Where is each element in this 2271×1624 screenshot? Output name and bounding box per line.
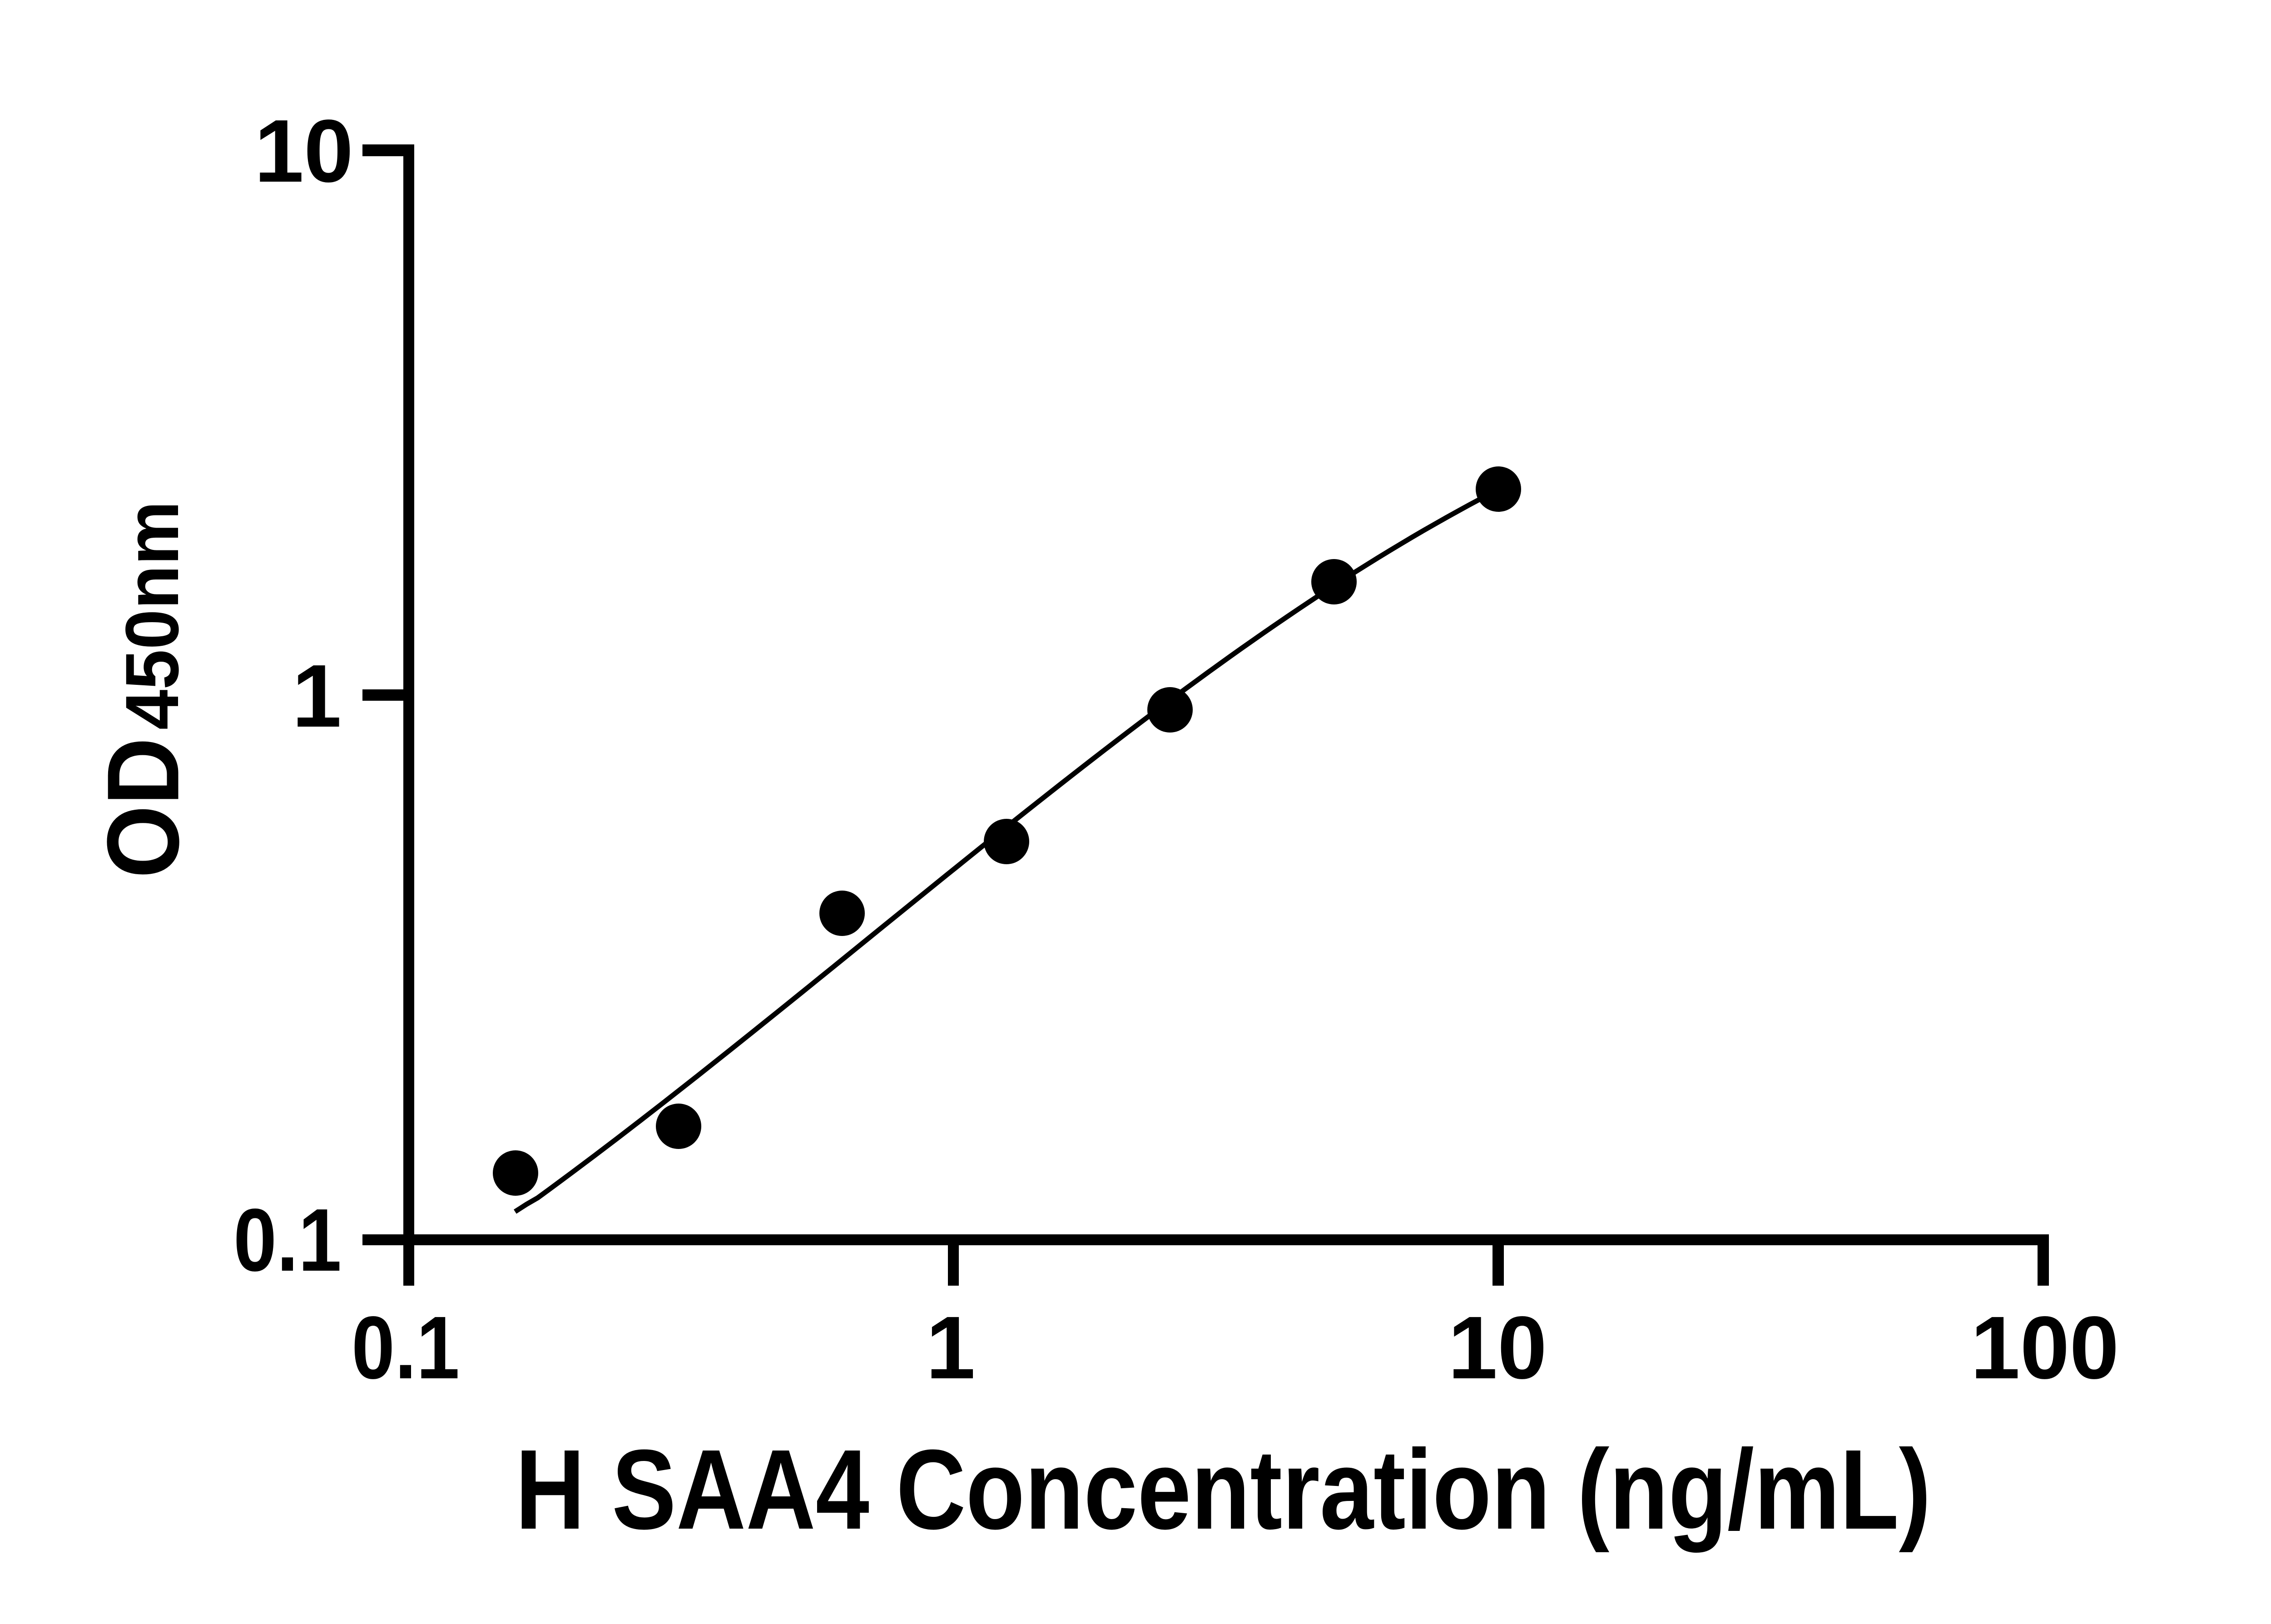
svg-text:OD: OD [86, 738, 200, 878]
svg-text:0.1: 0.1 [233, 1190, 342, 1290]
svg-text:10: 10 [254, 101, 353, 201]
svg-text:1: 1 [926, 1298, 975, 1397]
svg-text:H SAA4 Concentration (ng/mL): H SAA4 Concentration (ng/mL) [516, 1426, 1931, 1553]
svg-text:1: 1 [292, 646, 342, 746]
svg-text:450nm: 450nm [110, 501, 194, 730]
svg-text:10: 10 [1448, 1298, 1547, 1397]
svg-text:0.1: 0.1 [352, 1298, 460, 1397]
svg-text:100: 100 [1970, 1298, 2119, 1397]
